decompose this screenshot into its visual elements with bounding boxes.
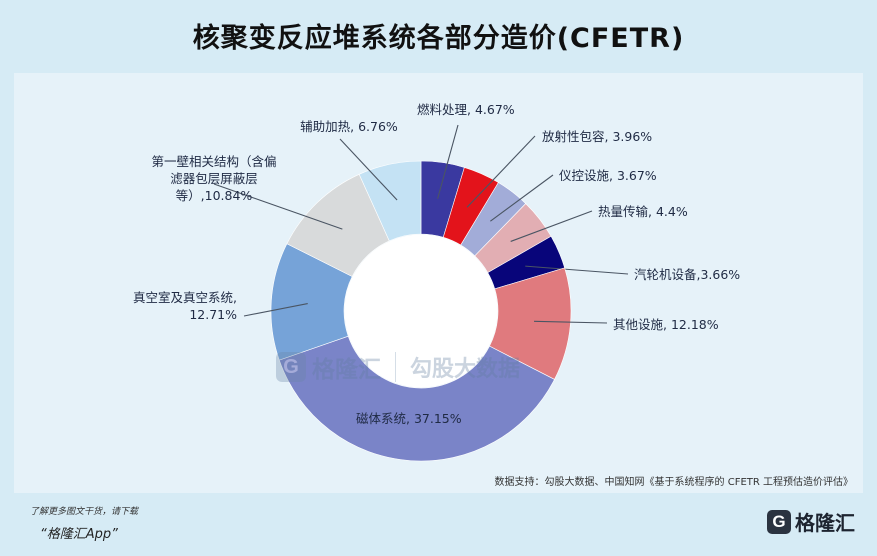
footer-app-name: “格隆汇App”: [40, 527, 118, 542]
slice-label-9: 第一壁相关结构（含偏滤器包层屏蔽层等）,10.84%: [151, 154, 276, 203]
slice-label-8: 真空室及真空系统, 12.71%: [133, 290, 237, 322]
leader-line-2: [466, 135, 536, 208]
leader-line-4: [510, 210, 593, 242]
chart-title: 核聚变反应堆系统各部分造价(CFETR): [192, 23, 685, 54]
brand-logo-text: 格隆汇: [795, 511, 855, 535]
brand-logo: G 格隆汇: [767, 507, 855, 536]
footer-note: 了解更多图文干货，请下载: [30, 507, 139, 517]
slice-label-1: 燃料处理, 4.67%: [417, 102, 515, 117]
donut-hole: [344, 234, 498, 388]
leader-line-10: [339, 138, 398, 201]
slice-10: [358, 160, 422, 242]
brand-logo-icon: G: [767, 509, 791, 534]
slice-7: [278, 335, 555, 462]
slice-label-7: 磁体系统, 37.15%: [356, 411, 462, 426]
slice-label-4: 热量传输, 4.4%: [598, 204, 688, 219]
slice-label-3: 仪控设施, 3.67%: [559, 168, 657, 183]
leader-line-9: [213, 183, 343, 230]
slice-label-10: 辅助加热, 6.76%: [300, 119, 398, 134]
slice-label-2: 放射性包容, 3.96%: [542, 129, 652, 144]
leader-line-3: [490, 174, 554, 222]
leader-line-6: [534, 320, 608, 324]
slice-label-6: 其他设施, 12.18%: [613, 317, 719, 332]
source-note: 数据支持：勾股大数据、中国知网《基于系统程序的 CFETR 工程预估造价评估》: [494, 477, 853, 488]
chart-panel: 燃料处理, 4.67% 放射性包容, 3.96% 仪控设施, 3.67% 热量传输, …: [14, 73, 863, 493]
leader-line-8: [243, 303, 308, 317]
donut-chart: 燃料处理, 4.67% 放射性包容, 3.96% 仪控设施, 3.67% 热量传输, …: [133, 102, 740, 462]
slice-label-5: 汽轮机设备,3.66%: [634, 267, 740, 282]
leader-line-1: [437, 124, 459, 199]
leader-line-5: [525, 265, 629, 275]
